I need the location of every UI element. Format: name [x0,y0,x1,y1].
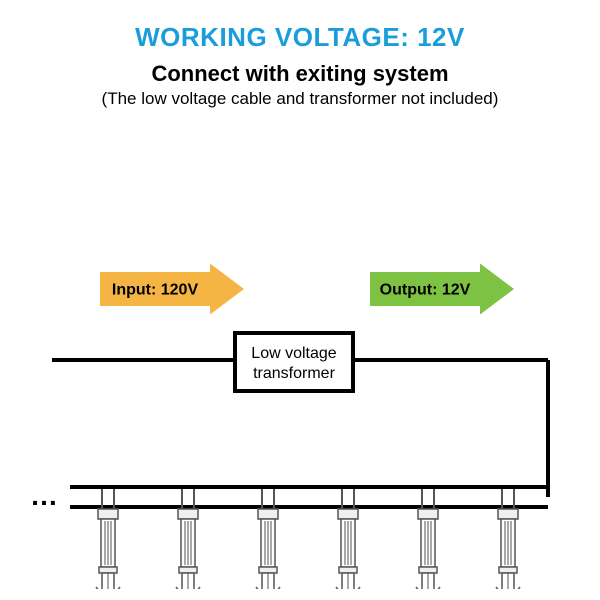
output-arrow: Output: 12V [370,264,514,315]
light-fixture [96,489,120,589]
subtitle: Connect with exiting system [0,61,600,87]
output-arrow-label: Output: 12V [380,282,471,299]
heading-block: WORKING VOLTAGE: 12V Connect with exiting… [0,0,600,109]
light-fixture [336,489,360,589]
ellipsis-icon: … [30,480,58,511]
light-fixture [256,489,280,589]
light-fixture [496,489,520,589]
main-title: WORKING VOLTAGE: 12V [0,22,600,53]
transformer-box: Low voltage transformer [235,333,353,391]
wiring-diagram: Input: 120V Output: 12V Low voltage transfo… [0,109,600,589]
transformer-label-1: Low voltage [251,345,336,362]
transformer-label-2: transformer [253,365,335,382]
input-arrow-label: Input: 120V [112,282,199,299]
input-arrow: Input: 120V [100,264,244,315]
note-text: (The low voltage cable and transformer n… [0,89,600,109]
light-fixture [416,489,440,589]
light-fixture [176,489,200,589]
